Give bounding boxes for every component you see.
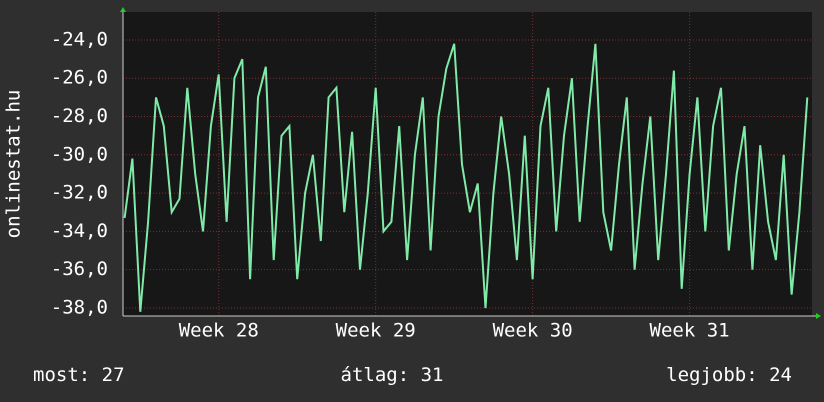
data-line xyxy=(123,43,809,312)
stat-label: átlag: xyxy=(341,364,410,386)
stat-value: 31 xyxy=(421,364,444,386)
x-tick-label: Week 29 xyxy=(336,320,416,342)
y-tick-label: -26,0 xyxy=(51,67,108,89)
y-axis-label: onlinestat.hu xyxy=(3,90,25,239)
axis-arrow xyxy=(120,7,126,12)
stat: átlag: 31 xyxy=(341,364,444,386)
y-tick-label: -28,0 xyxy=(51,105,108,127)
stat-value: 27 xyxy=(102,364,125,386)
x-tick-label: Week 31 xyxy=(650,320,730,342)
plot-area xyxy=(123,12,812,316)
stat-label: legjobb: xyxy=(666,364,758,386)
y-tick-label: -36,0 xyxy=(51,258,108,280)
stat: most: 27 xyxy=(33,364,125,386)
y-tick-label: -34,0 xyxy=(51,220,108,242)
y-tick-label: -32,0 xyxy=(51,182,108,204)
axis-arrow xyxy=(816,313,821,319)
y-tick-label: -38,0 xyxy=(51,296,108,318)
y-tick-label: -30,0 xyxy=(51,143,108,165)
x-tick-label: Week 28 xyxy=(179,320,259,342)
x-tick-label: Week 30 xyxy=(493,320,573,342)
stat: legjobb: 24 xyxy=(666,364,792,386)
stat-value: 24 xyxy=(769,364,792,386)
y-tick-label: -24,0 xyxy=(51,28,108,50)
stat-label: most: xyxy=(33,364,90,386)
